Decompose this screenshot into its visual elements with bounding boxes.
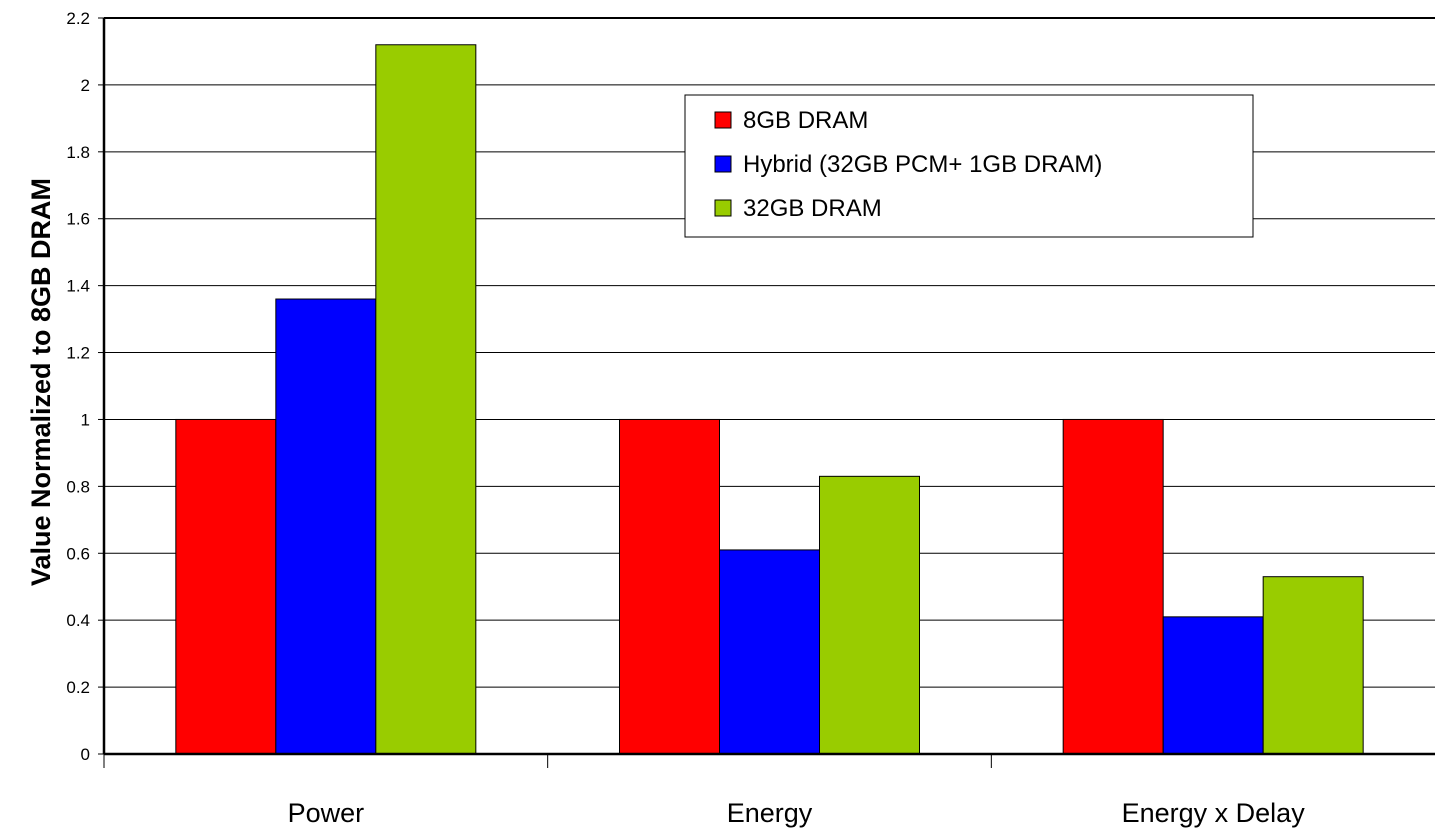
bar: [719, 549, 820, 755]
y-tick-label: 0.8: [66, 477, 90, 496]
bar: [1162, 616, 1264, 755]
axes: [98, 17, 1435, 768]
y-tick-label: 1.8: [66, 143, 90, 162]
y-tick-label: 2: [81, 76, 90, 95]
y-tick-label: 0.2: [66, 678, 90, 697]
bar: [375, 44, 477, 755]
legend-swatch: [714, 111, 732, 129]
y-axis-title: Value Normalized to 8GB DRAM: [26, 178, 56, 586]
x-category-label: Energy: [727, 798, 813, 828]
bar: [175, 418, 277, 755]
x-category-label: Power: [288, 798, 365, 828]
bar: [1262, 576, 1364, 755]
y-tick-label: 0.6: [66, 544, 90, 563]
y-tick-label: 1.4: [66, 277, 90, 296]
bar: [819, 475, 920, 755]
legend-label: 32GB DRAM: [743, 195, 882, 222]
legend-label: Hybrid (32GB PCM+ 1GB DRAM): [743, 151, 1102, 178]
legend-label: 8GB DRAM: [743, 107, 868, 134]
tick-labels: 0 0.2 0.4 0.6 0.8 1 1.2 1.4 1.6 1.8 2 2.2 Power Energ…: [66, 9, 1305, 828]
bar: [619, 418, 720, 755]
y-tick-label: 1.2: [66, 344, 90, 363]
y-tick-label: 1.6: [66, 210, 90, 229]
legend-swatch: [714, 155, 732, 173]
bar: [1062, 418, 1164, 755]
y-tick-label: 1: [81, 410, 90, 429]
bar: [275, 298, 377, 755]
x-category-label: Energy x Delay: [1122, 798, 1306, 828]
bars: [175, 44, 1364, 755]
legend-box: [684, 94, 1254, 238]
legend: 8GB DRAM Hybrid (32GB PCM+ 1GB DRAM) 32GB …: [684, 94, 1254, 238]
y-tick-label: 0.4: [66, 611, 90, 630]
legend-swatch: [714, 199, 732, 217]
y-tick-label: 2.2: [66, 9, 90, 28]
y-tick-label: 0: [81, 745, 90, 764]
